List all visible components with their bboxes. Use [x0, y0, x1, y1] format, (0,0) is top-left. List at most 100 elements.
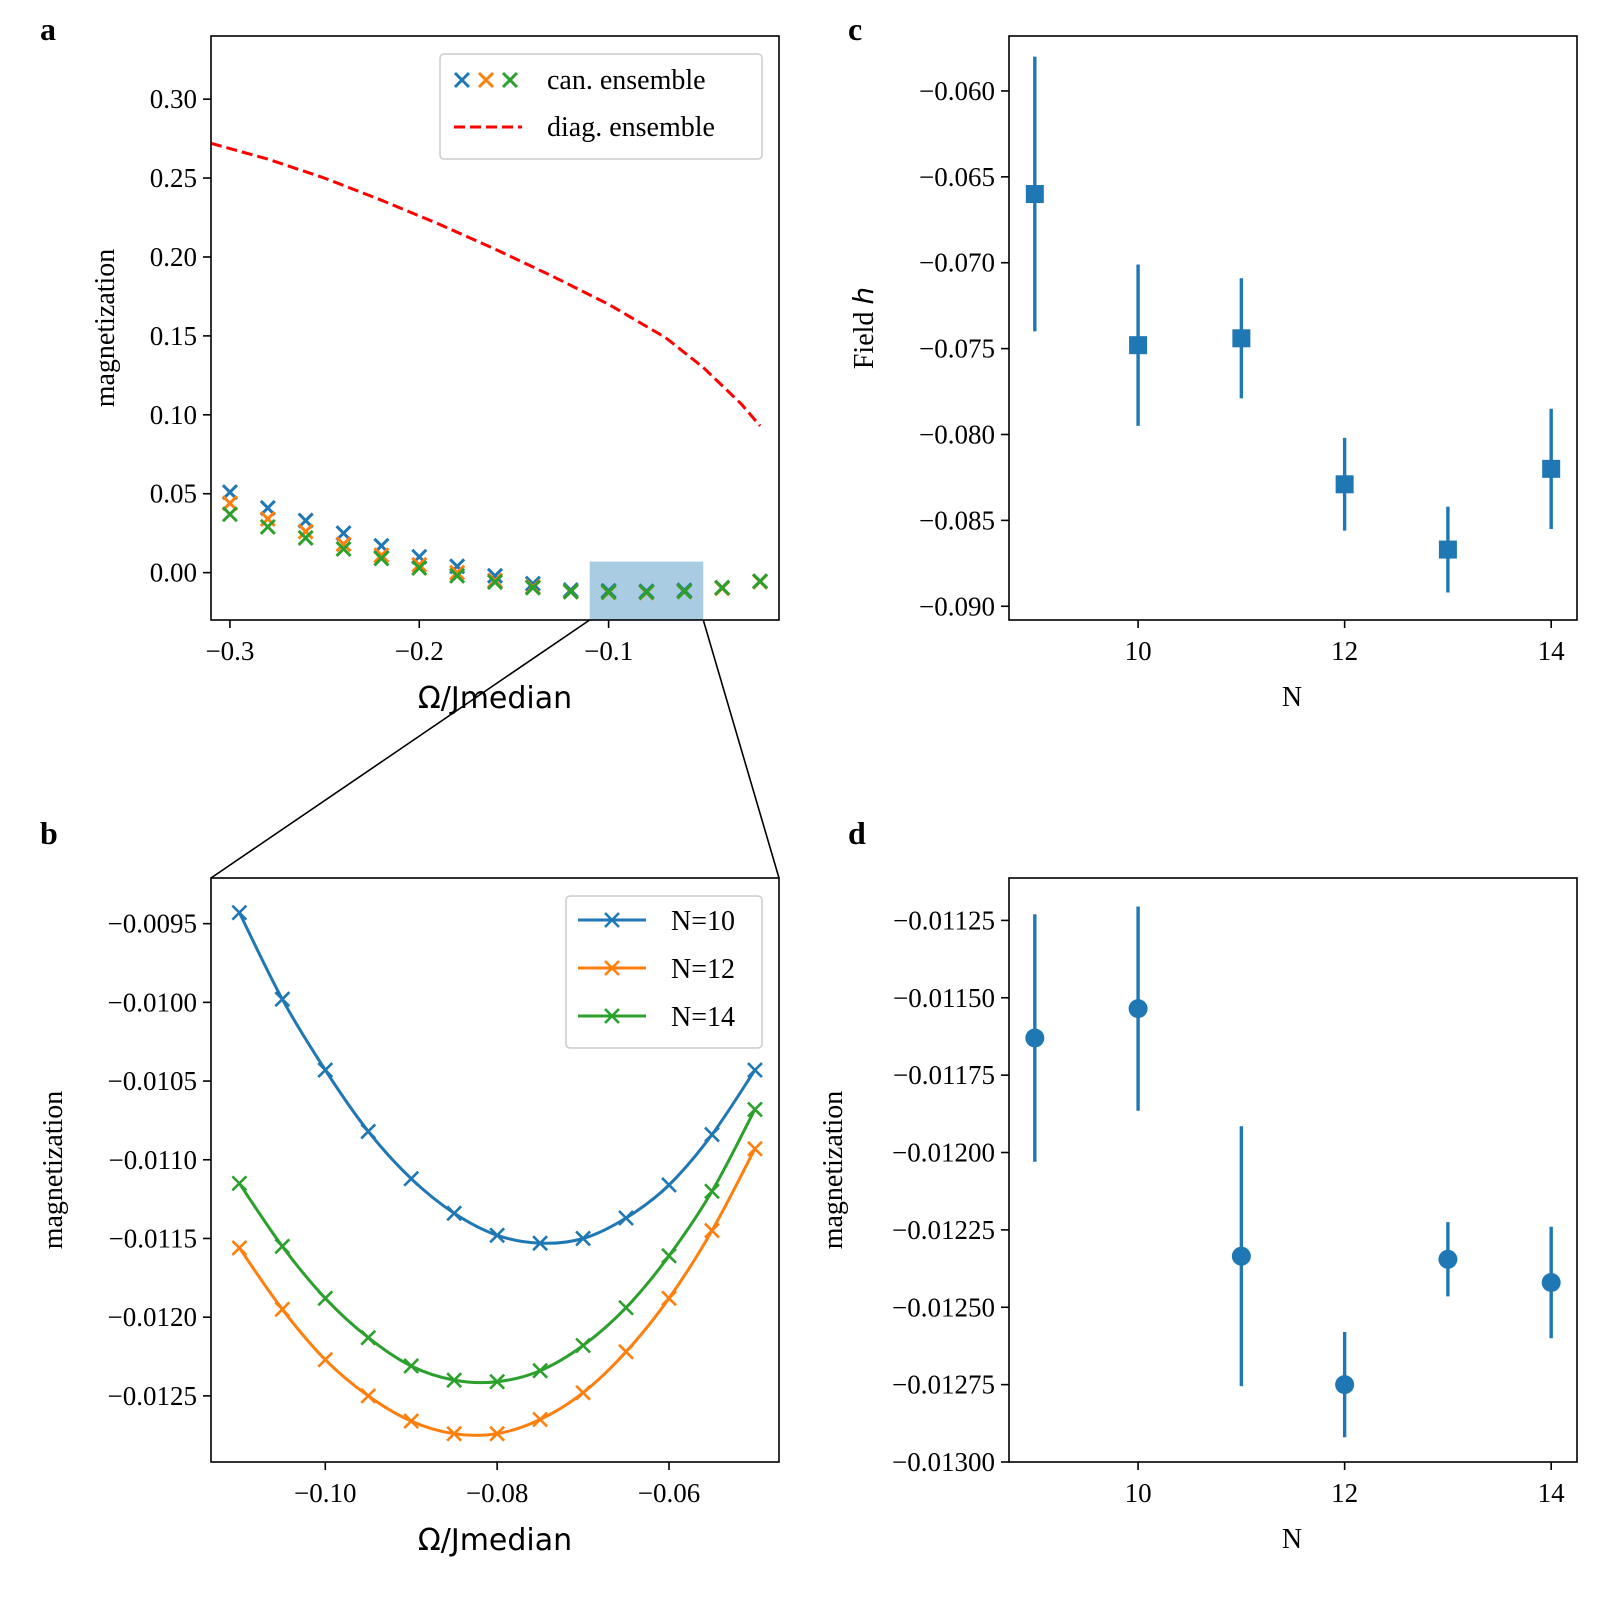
panel-d-plot-area: [1025, 906, 1561, 1438]
panel-letter-c: c: [848, 11, 862, 47]
panel-d-ytick-label: −0.01225: [892, 1215, 995, 1245]
series-marker-N=12: [446, 1425, 463, 1442]
series-marker-N=14: [747, 1101, 763, 1118]
panel-b-plot-area: [231, 904, 763, 1442]
zoom-connector-lines: [210, 619, 780, 879]
series-marker-N=14-stroke-2: [231, 1175, 248, 1192]
series-marker-N=12-stroke-2: [489, 1425, 506, 1442]
can-ensemble-marker-s1-stroke-2: [411, 556, 428, 573]
panel-a-ticks: −0.3 −0.2 −0.1 0.00 0.05 0.10 0.15 0.20 0.25 0.30: [150, 84, 633, 666]
legend-diag-ensemble-label: diag. ensemble: [547, 112, 715, 143]
legend-marker-N=10: [604, 912, 620, 928]
panel-b: b −0.10 −0.08 −0.06−0.0095−0.0100−0.0105−0…: [38, 815, 780, 1558]
series-marker-N=12-stroke-2: [704, 1222, 720, 1239]
series-marker-N=10: [661, 1177, 677, 1193]
series-marker-N=14-stroke-2: [360, 1329, 377, 1346]
series-marker-N=10-stroke-2: [747, 1062, 763, 1078]
panel-c-plot-area: [1025, 56, 1561, 593]
panel-d-marker-circle: [1438, 1249, 1458, 1269]
panel-a-plot-area: [210, 141, 769, 601]
series-marker-N=14: [231, 1175, 248, 1192]
series-marker-N=12-stroke-2: [360, 1387, 377, 1404]
panel-c-marker-square: [1232, 329, 1251, 348]
can-ensemble-marker-s2: [373, 550, 390, 567]
panel-a-ytick-label: 0.25: [150, 163, 197, 193]
can-ensemble-marker-s2-stroke-2: [259, 518, 276, 535]
series-marker-N=14: [489, 1373, 506, 1390]
series-marker-N=12-stroke-2: [532, 1411, 549, 1428]
panel-c-xtick-label: 12: [1331, 636, 1358, 666]
series-marker-N=10: [618, 1210, 634, 1226]
panel-a-frame: [210, 35, 780, 621]
panel-letter-d: d: [848, 815, 866, 851]
panel-letter-a: a: [40, 11, 56, 47]
series-marker-N=10: [532, 1235, 549, 1252]
panel-d-xtick-label: 12: [1331, 1478, 1358, 1508]
series-marker-N=14-stroke-2: [317, 1290, 334, 1307]
can-ensemble-marker-s1: [449, 564, 466, 581]
can-ensemble-marker-s2: [486, 574, 504, 591]
panel-a-legend-box: [439, 53, 763, 160]
panel-c-marker-square: [1129, 336, 1148, 355]
panel-c-marker-square: [1335, 475, 1354, 494]
panel-a: a −0.3 −0.2 −0.1 0.00 0.05 0.10 0.15 0.20 0.25 0.…: [40, 11, 780, 716]
can-ensemble-marker-s2-stroke-2: [752, 573, 769, 590]
panel-d-ytick-label: −0.01175: [893, 1060, 995, 1090]
series-marker-N=14-stroke-2: [618, 1299, 634, 1316]
series-marker-N=12-stroke-2: [231, 1239, 248, 1256]
series-marker-N=14: [661, 1247, 677, 1264]
series-marker-N=10-stroke-2: [317, 1062, 334, 1078]
series-marker-N=12: [489, 1425, 506, 1442]
panel-d-marker-circle: [1025, 1028, 1045, 1048]
panel-d: d 10 12 14 −0.01125 −0.01150 −0.01175 −0.01200…: [818, 815, 1578, 1555]
series-marker-N=10: [403, 1170, 420, 1187]
panel-c-marker-square: [1025, 185, 1044, 204]
series-marker-N=12: [575, 1384, 591, 1401]
can-ensemble-marker-s2: [638, 584, 655, 601]
legend-item-N=10: N=10: [578, 906, 735, 937]
can-ensemble-marker-s2: [752, 573, 769, 590]
panel-d-ytick-label: −0.01250: [892, 1292, 995, 1322]
can-ensemble-marker-s2: [411, 559, 428, 576]
panel-a-xtick-label: −0.1: [584, 636, 633, 666]
can-ensemble-marker-s1: [373, 547, 390, 564]
series-marker-N=10-stroke-2: [489, 1227, 506, 1244]
series-marker-N=12: [618, 1343, 634, 1360]
can-ensemble-marker-s0: [486, 567, 504, 584]
can-ensemble-marker-s2: [524, 579, 541, 596]
series-marker-N=10-stroke-2: [661, 1177, 677, 1193]
can-ensemble-marker-s2: [562, 583, 579, 600]
panel-c-ytick-label: −0.080: [919, 419, 995, 449]
can-ensemble-marker-s2-stroke-2: [373, 550, 390, 567]
panel-c-ytick-label: −0.090: [919, 591, 995, 621]
legend-item-N=12: N=12: [578, 954, 735, 985]
legend-marker-N=10-stroke-2: [604, 912, 620, 928]
series-marker-N=12: [274, 1301, 291, 1318]
can-ensemble-marker-s2: [449, 567, 466, 584]
panel-b-xtick-label: −0.08: [466, 1478, 528, 1508]
series-marker-N=12-stroke-2: [747, 1140, 763, 1157]
series-marker-N=14-stroke-2: [274, 1238, 291, 1255]
panel-d-marker-circle: [1128, 999, 1148, 1019]
series-marker-N=12: [317, 1351, 334, 1368]
series-marker-N=14: [704, 1183, 720, 1200]
panel-b-xtick-label: −0.10: [294, 1478, 356, 1508]
series-marker-N=10-stroke-2: [446, 1205, 463, 1222]
panel-c-ylabel: Field h: [847, 287, 880, 369]
panel-a-ytick-label: 0.15: [150, 321, 197, 351]
series-line-N=12: [238, 1148, 757, 1437]
can-ensemble-marker-s2-stroke-2: [600, 584, 617, 601]
panel-a-xlabel: Ω/Jmedian: [418, 681, 572, 716]
series-marker-N=14-stroke-2: [403, 1358, 420, 1374]
legend-marker-N=12: [604, 960, 620, 976]
panel-b-legend: N=10 N=12 N=14: [565, 895, 763, 1049]
panel-b-xtick-label: −0.06: [638, 1478, 700, 1508]
series-marker-N=14: [274, 1238, 291, 1255]
can-ensemble-marker-s2-stroke-2: [486, 574, 504, 591]
can-ensemble-marker-s1-stroke-2: [449, 564, 466, 581]
series-marker-N=10-stroke-2: [575, 1230, 591, 1247]
series-marker-N=14: [532, 1362, 549, 1379]
series-marker-N=14-stroke-2: [532, 1362, 549, 1379]
legend-can-ensemble-markers: [453, 71, 519, 89]
